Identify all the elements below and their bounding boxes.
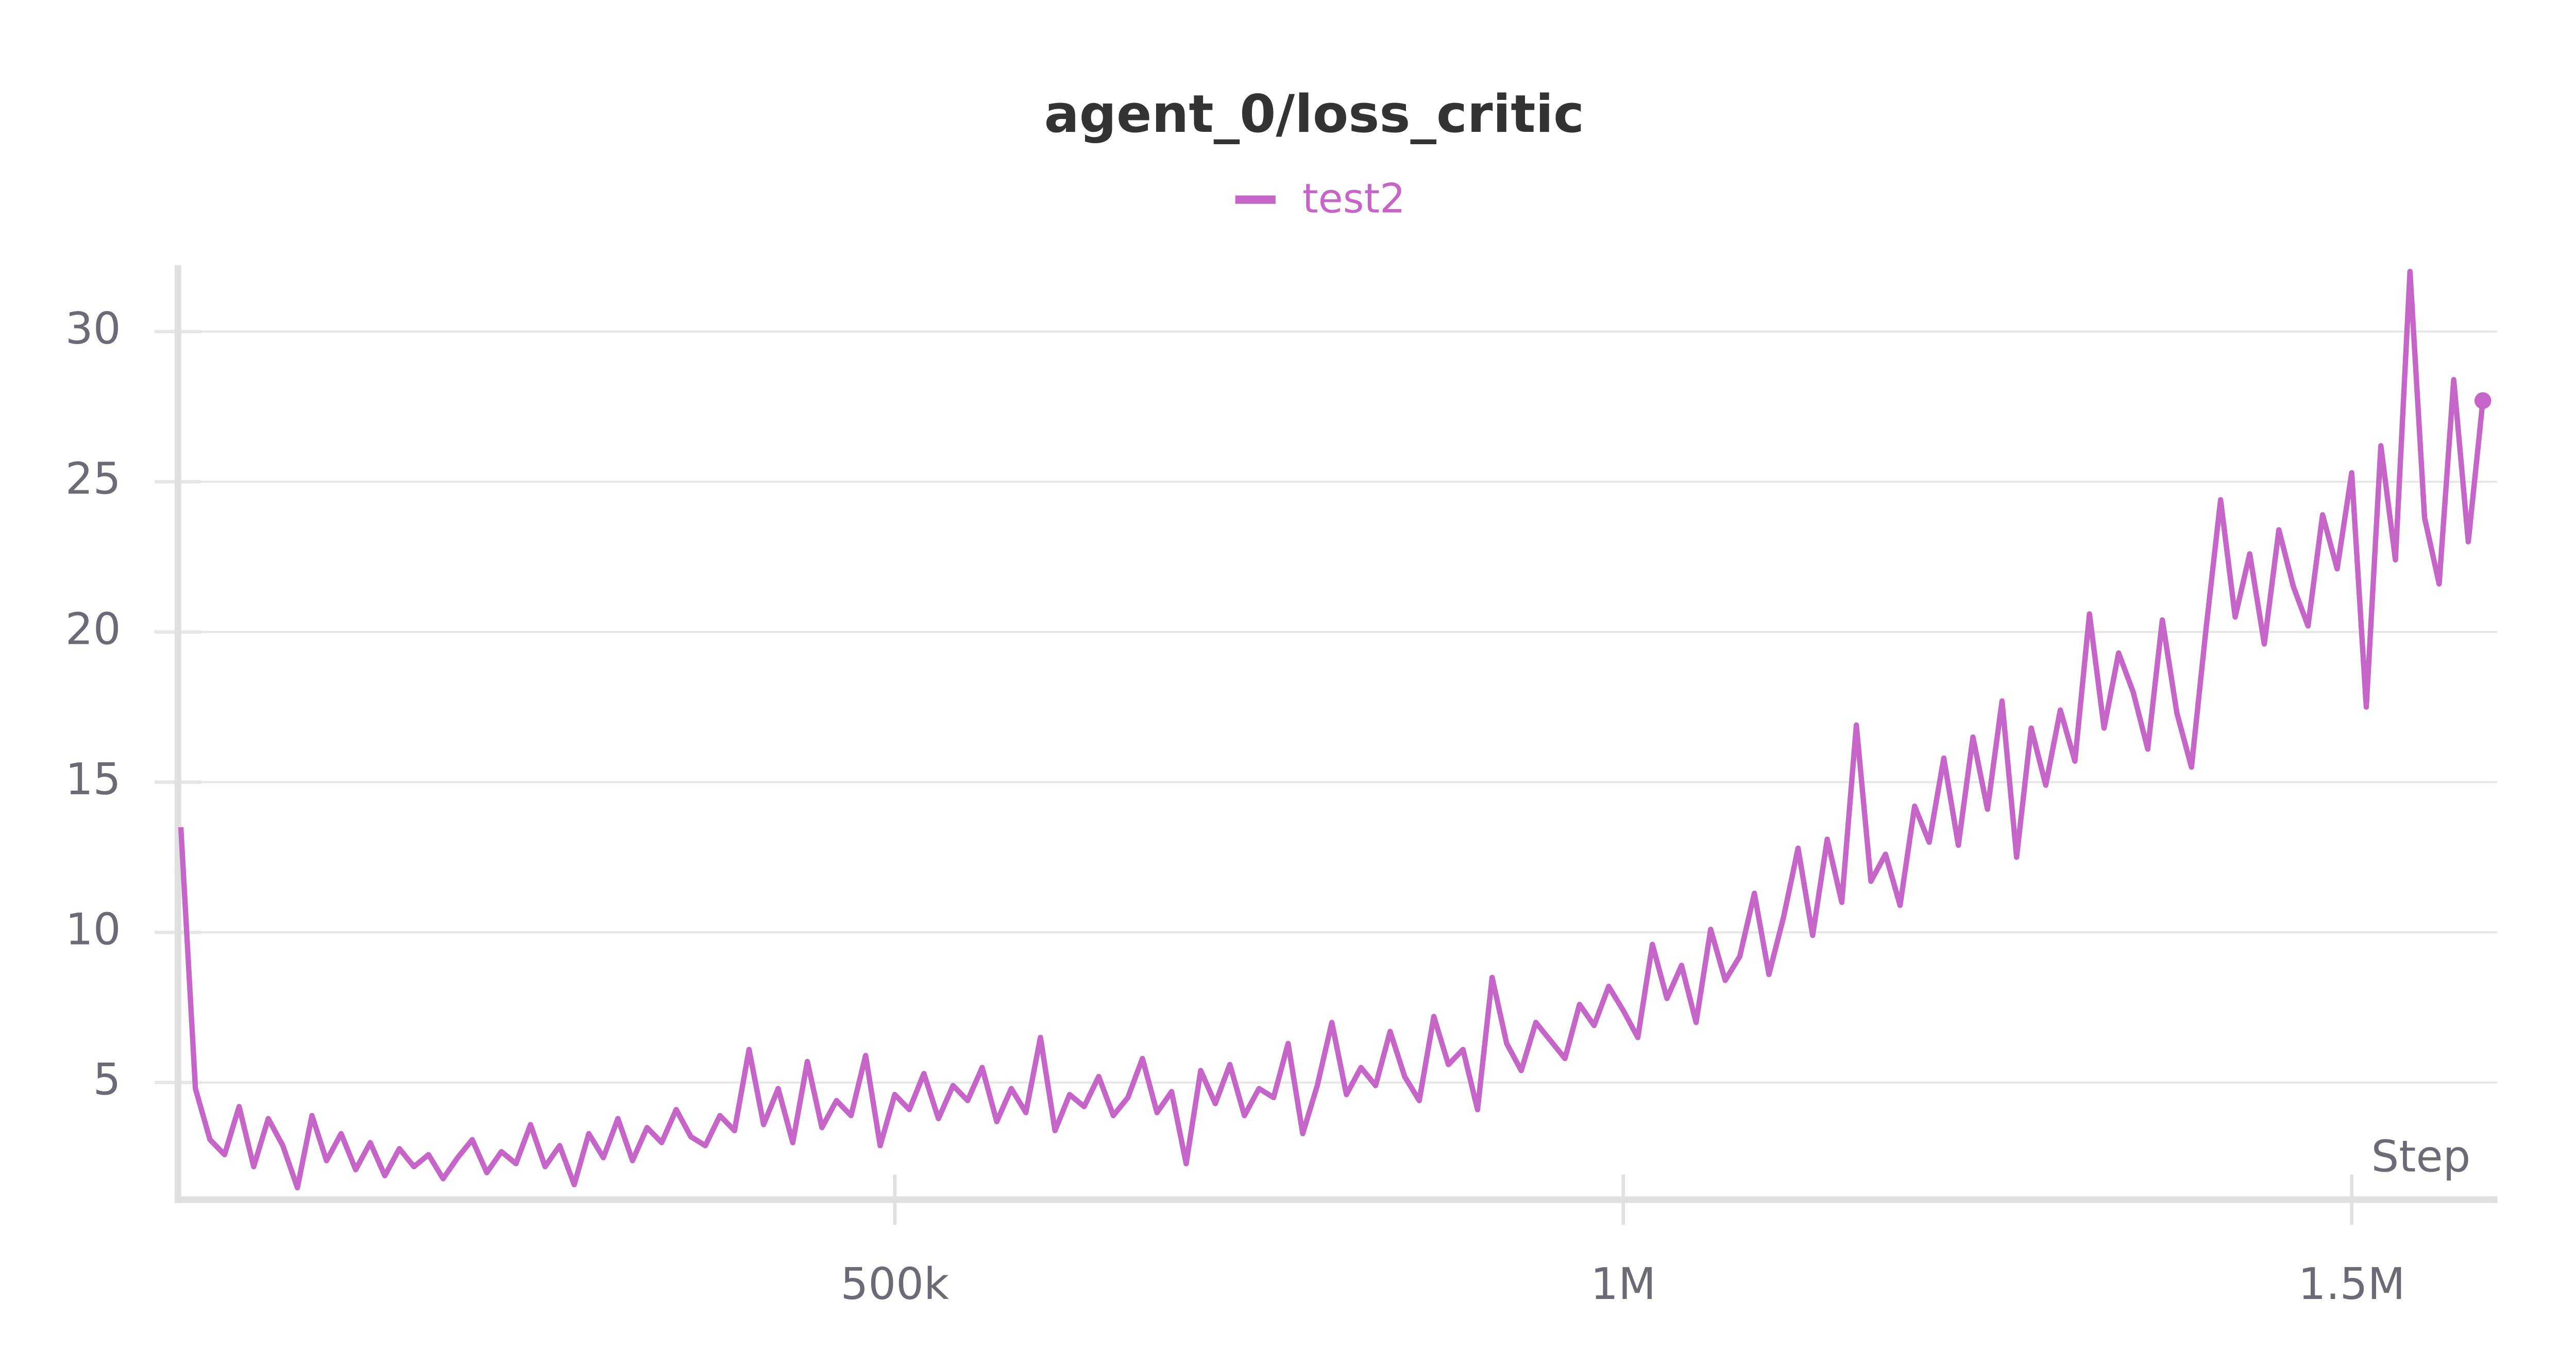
y-tick-label: 20 — [65, 603, 121, 654]
x-tick-label: 500k — [840, 1258, 949, 1309]
chart-title: agent_0/loss_critic — [1044, 83, 1584, 144]
x-tick-label: 1M — [1590, 1258, 1656, 1309]
y-tick-label: 15 — [65, 754, 121, 805]
y-tick-label: 10 — [65, 904, 121, 955]
x-tick-label: 1.5M — [2298, 1258, 2405, 1309]
y-tick-label: 5 — [93, 1054, 121, 1105]
series-line — [178, 268, 2486, 1191]
end-point — [2474, 392, 2492, 409]
x-axis-label: Step — [2371, 1131, 2471, 1182]
legend-label: test2 — [1302, 175, 1405, 222]
y-tick-label: 30 — [65, 303, 121, 354]
y-tick-label: 25 — [65, 453, 121, 504]
